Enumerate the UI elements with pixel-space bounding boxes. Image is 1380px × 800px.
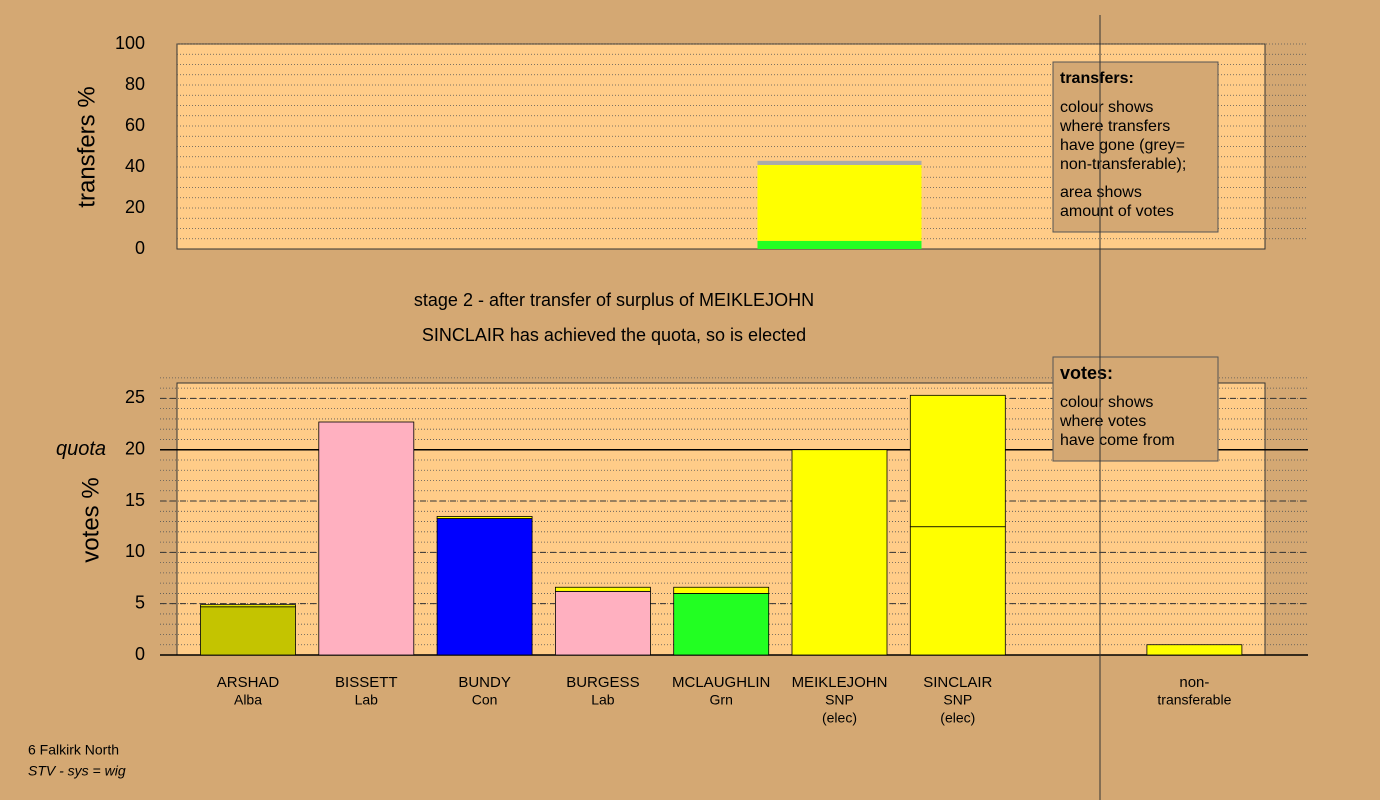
y-tick-label: 20 — [125, 438, 145, 458]
x-tick-label: SINCLAIR — [923, 674, 992, 691]
bar-segment — [909, 526, 1006, 656]
bar-segment — [673, 593, 770, 656]
bar-segment — [791, 449, 888, 656]
x-tick-label: Alba — [234, 692, 262, 708]
x-tick-label: transferable — [1157, 692, 1231, 708]
x-tick-label: ARSHAD — [217, 674, 280, 691]
x-tick-label: (elec) — [940, 710, 975, 726]
y-tick-label: 40 — [125, 156, 145, 176]
quota-label: quota — [56, 438, 106, 460]
note-text: where transfers — [1059, 118, 1170, 135]
bar-segment — [318, 421, 415, 656]
x-tick-label: Con — [472, 692, 498, 708]
y-tick-label: 0 — [135, 238, 145, 258]
note-box — [1052, 61, 1219, 233]
note-text: amount of votes — [1060, 203, 1174, 220]
bar-segment — [436, 518, 533, 656]
y-tick-label: 80 — [125, 74, 145, 94]
y-tick-label: 20 — [125, 197, 145, 217]
x-tick-label: MEIKLEJOHN — [792, 674, 888, 691]
footer-text: 6 Falkirk North — [28, 742, 119, 758]
bar-segment — [1146, 644, 1243, 656]
note-title: votes: — [1060, 363, 1113, 383]
x-tick-label: MCLAUGHLIN — [672, 674, 770, 691]
x-tick-label: BISSETT — [335, 674, 398, 691]
y-tick-label: 10 — [125, 541, 145, 561]
chart-title: stage 2 - after transfer of surplus of M… — [414, 290, 814, 310]
note-box — [1052, 356, 1219, 462]
bar-segment — [909, 394, 1006, 528]
y-tick-label: 25 — [125, 387, 145, 407]
bar-segment — [555, 586, 651, 592]
x-tick-label: Lab — [591, 692, 615, 708]
x-tick-label: Grn — [710, 692, 733, 708]
chart-subtitle: SINCLAIR has achieved the quota, so is e… — [422, 325, 806, 345]
note-text: where votes — [1059, 413, 1146, 430]
note-title: transfers: — [1060, 70, 1134, 87]
note-text: have come from — [1060, 432, 1175, 449]
bar-segment — [200, 606, 296, 656]
x-tick-label: BUNDY — [458, 674, 511, 691]
y-tick-label: 0 — [135, 644, 145, 664]
x-tick-label: BURGESS — [566, 674, 639, 691]
note-text: colour shows — [1060, 394, 1153, 411]
x-tick-label: (elec) — [822, 710, 857, 726]
bar-segment — [555, 590, 651, 656]
footer-text: STV - sys = wig — [28, 763, 126, 779]
x-tick-label: SNP — [825, 692, 854, 708]
y-axis-label: votes % — [77, 477, 104, 562]
y-axis-label: transfers % — [73, 86, 100, 207]
bar-segment — [200, 604, 296, 608]
bar-segment — [757, 240, 922, 249]
y-tick-label: 100 — [115, 33, 145, 53]
note-text: have gone (grey= — [1060, 137, 1185, 154]
y-tick-label: 60 — [125, 115, 145, 135]
note-text: non-transferable); — [1060, 156, 1186, 173]
bar-segment — [757, 160, 922, 165]
y-tick-label: 5 — [135, 592, 145, 612]
note-text: area shows — [1060, 184, 1142, 201]
bar-segment — [757, 164, 922, 241]
x-tick-label: non- — [1179, 674, 1209, 691]
x-tick-label: SNP — [943, 692, 972, 708]
bar-segment — [673, 586, 770, 594]
bar-segment — [436, 516, 533, 519]
y-tick-label: 15 — [125, 490, 145, 510]
note-text: colour shows — [1060, 99, 1153, 116]
x-tick-label: Lab — [355, 692, 379, 708]
